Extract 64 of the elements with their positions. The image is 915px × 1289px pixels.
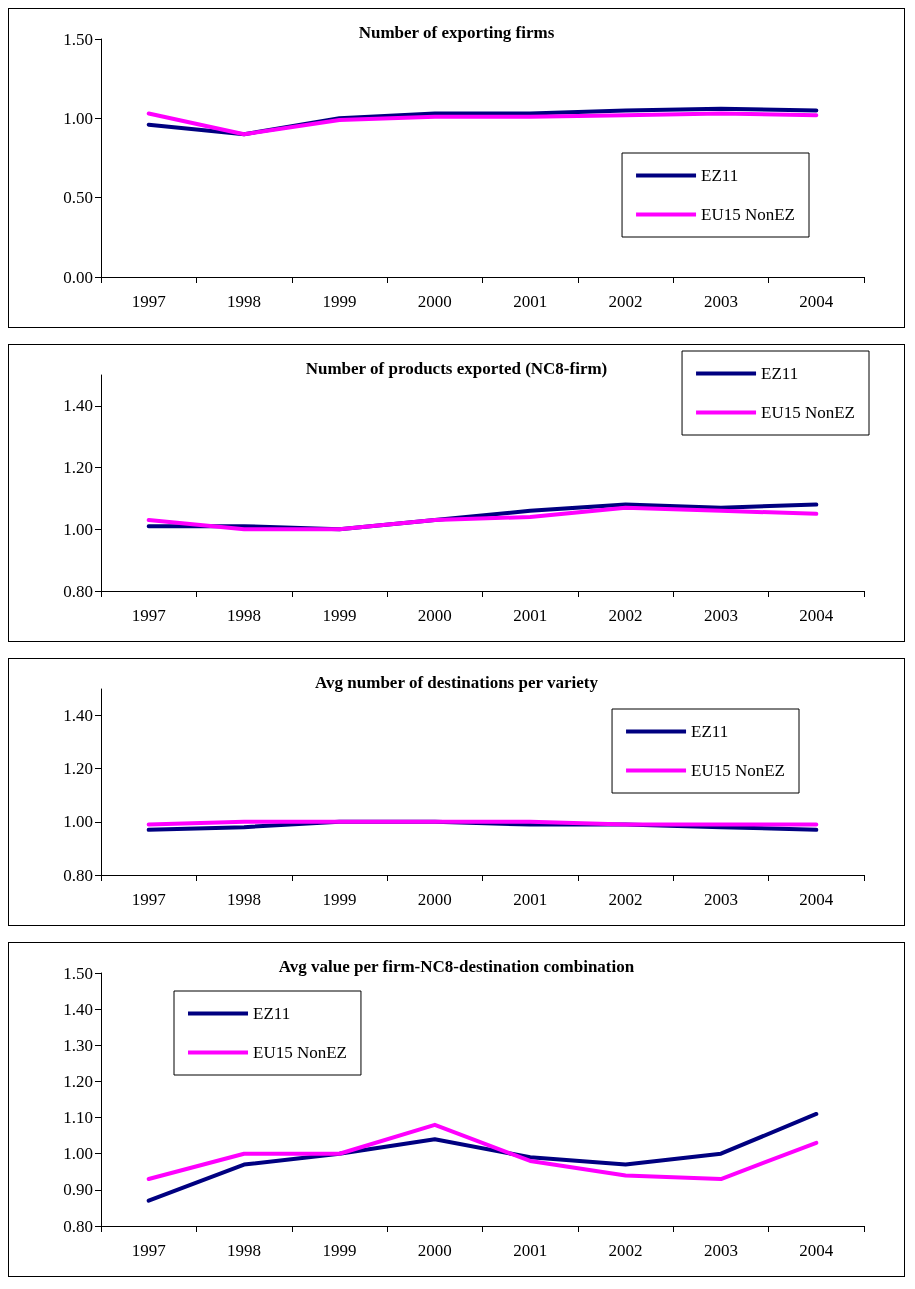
x-tick-label: 2002	[608, 890, 643, 909]
x-tick-label: 1998	[227, 606, 262, 625]
x-tick-label: 2004	[799, 890, 834, 909]
x-tick-label: 2003	[703, 890, 738, 909]
y-tick-label: 0.80	[63, 1216, 93, 1236]
x-tick-label: 2000	[417, 292, 452, 311]
x-tick-label: 1997	[131, 890, 167, 909]
legend-label: EU15 NonEZ	[253, 1043, 347, 1062]
y-tick-label: 1.00	[63, 519, 93, 539]
y-tick-label: 1.10	[63, 1108, 93, 1128]
legend-label: EZ11	[253, 1004, 291, 1023]
x-tick-label: 1999	[322, 606, 357, 625]
legend-label: EU15 NonEZ	[761, 403, 856, 422]
y-tick-label: 1.30	[63, 1035, 93, 1055]
y-tick-label: 0.50	[63, 188, 93, 208]
x-tick-label: 1999	[322, 890, 357, 909]
y-tick-label: 0.80	[63, 581, 93, 601]
x-tick-label: 2000	[417, 890, 452, 909]
y-tick-label: 1.40	[63, 999, 93, 1019]
x-tick-label: 1998	[227, 292, 262, 311]
x-tick-label: 1999	[322, 1241, 357, 1260]
y-tick-label: 0.80	[63, 865, 93, 885]
x-tick-label: 1998	[227, 1241, 262, 1260]
legend-label: EU15 NonEZ	[691, 761, 786, 780]
x-tick-label: 2002	[608, 606, 643, 625]
x-tick-label: 2003	[703, 606, 738, 625]
y-tick-label: 1.00	[63, 1144, 93, 1164]
chart-title: Avg number of destinations per variety	[315, 673, 599, 692]
y-tick-label: 1.50	[63, 963, 93, 983]
x-tick-label: 2004	[799, 292, 834, 311]
x-tick-label: 2002	[608, 292, 643, 311]
x-tick-label: 1999	[322, 292, 357, 311]
y-tick-label: 1.20	[63, 458, 93, 478]
x-tick-label: 2002	[608, 1241, 643, 1260]
chart-title: Number of exporting firms	[358, 23, 555, 42]
y-tick-label: 1.40	[63, 706, 93, 726]
chart-title: Number of products exported (NC8-firm)	[305, 359, 608, 378]
y-tick-label: 1.50	[63, 29, 93, 49]
x-tick-label: 2001	[513, 292, 548, 311]
x-tick-label: 2001	[513, 606, 548, 625]
y-tick-label: 0.00	[63, 267, 93, 287]
chart-title: Avg value per firm-NC8-destination combination	[278, 957, 635, 976]
y-tick-label: 1.00	[63, 812, 93, 832]
x-tick-label: 2003	[703, 292, 738, 311]
legend-label: EU15 NonEZ	[701, 205, 796, 224]
y-tick-label: 1.40	[63, 396, 93, 416]
x-tick-label: 2004	[799, 606, 834, 625]
legend-label: EZ11	[691, 722, 729, 741]
x-tick-label: 2001	[513, 1241, 548, 1260]
y-tick-label: 1.20	[63, 759, 93, 779]
x-tick-label: 1998	[227, 890, 262, 909]
legend-label: EZ11	[701, 166, 739, 185]
y-tick-label: 1.20	[63, 1071, 93, 1091]
x-tick-label: 1997	[131, 292, 167, 311]
y-tick-label: 0.90	[63, 1180, 93, 1200]
x-tick-label: 2000	[417, 1241, 452, 1260]
x-tick-label: 1997	[131, 1241, 167, 1260]
x-tick-label: 1997	[131, 606, 167, 625]
y-tick-label: 1.00	[63, 108, 93, 128]
x-tick-label: 2000	[417, 606, 452, 625]
x-tick-label: 2004	[799, 1241, 834, 1260]
x-tick-label: 2003	[703, 1241, 738, 1260]
x-tick-label: 2001	[513, 890, 548, 909]
legend-label: EZ11	[761, 364, 799, 383]
